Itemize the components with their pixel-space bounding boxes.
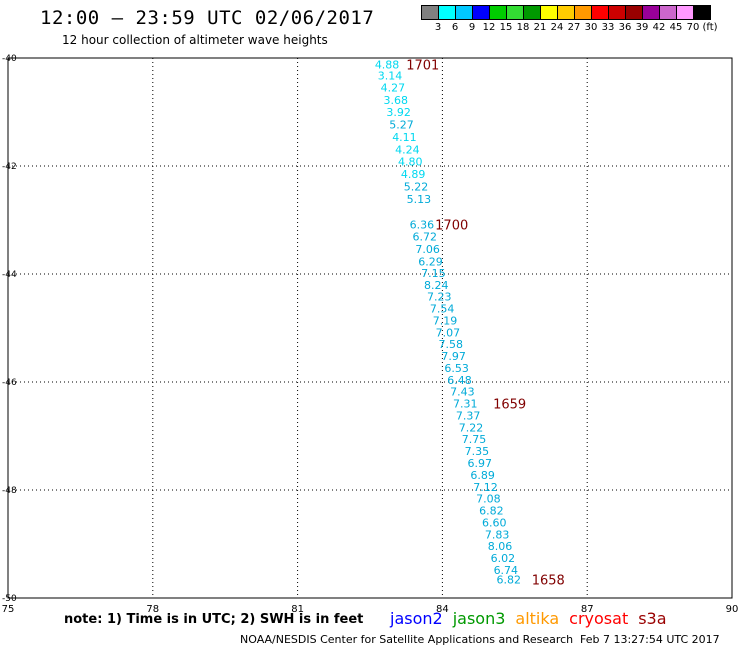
lon-tick-label: 78 [146, 604, 159, 615]
wave-height-value: 4.80 [398, 156, 423, 169]
footer-credit: NOAA/NESDIS Center for Satellite Applica… [240, 633, 574, 646]
pass-time-labels: 1701 1700 1659 1658 [406, 58, 565, 588]
lat-tick-label: -46 [2, 378, 17, 388]
color-scale-swatches [421, 5, 711, 20]
lon-tick-label: 81 [291, 604, 304, 615]
wave-height-value: 7.06 [415, 243, 440, 256]
lat-tick-label: -50 [2, 594, 17, 604]
wave-height-value: 7.07 [436, 326, 461, 339]
wave-height-value: 7.08 [476, 493, 501, 506]
color-scale-label: 39 [635, 22, 649, 33]
pass-time-label: 1659 [493, 398, 526, 413]
lat-tick-label: -44 [2, 270, 17, 280]
lat-tick-label: -48 [2, 486, 17, 496]
wave-height-value: 6.72 [412, 231, 437, 244]
satellite-name: jason2 [390, 609, 443, 628]
wave-height-value: 6.02 [491, 552, 515, 565]
wave-height-value: 7.22 [459, 421, 484, 434]
color-scale-label: 70 [686, 22, 700, 33]
wave-height-value: 7.83 [485, 528, 510, 541]
wave-height-value: 7.19 [433, 314, 458, 327]
wave-height-value: 7.23 [427, 291, 452, 304]
lon-tick-label: 90 [726, 604, 739, 615]
color-scale-label: (ft) [702, 22, 718, 33]
wave-height-value: 6.89 [470, 469, 495, 482]
wave-height-value: 7.58 [439, 338, 464, 351]
map-frame [7, 57, 733, 599]
wave-height-value: 3.68 [384, 94, 409, 107]
wave-height-value: 6.60 [482, 516, 507, 529]
wave-height-labels: 4.883.144.273.683.925.274.114.244.804.89… [375, 58, 521, 586]
wave-height-value: 8.24 [424, 279, 449, 292]
color-scale-label: 3 [434, 22, 442, 33]
color-scale-label: 18 [516, 22, 530, 33]
map-grid [8, 58, 732, 598]
wave-height-value: 7.37 [456, 409, 481, 422]
wave-height-value: 5.27 [389, 118, 414, 131]
wave-height-value: 7.31 [453, 398, 478, 411]
satellite-name: altika [515, 609, 560, 628]
page-subtitle: 12 hour collection of altimeter wave hei… [62, 33, 328, 47]
lon-tick-label: 84 [436, 604, 449, 615]
wave-height-value: 3.14 [378, 69, 403, 82]
wave-height-value: 6.97 [467, 457, 492, 470]
wave-height-value: 6.82 [479, 505, 504, 518]
wave-height-value: 7.15 [421, 267, 446, 280]
color-scale-label: 21 [533, 22, 547, 33]
color-scale-labels: 3 6 9 12 15 18 21 24 27 30 33 36 39 42 45 70 (ft) [421, 20, 718, 34]
wave-height-value: 6.48 [447, 374, 472, 387]
wave-height-value: 6.82 [496, 574, 521, 587]
satellite-name: jason3 [452, 609, 506, 628]
color-scale-label: 45 [669, 22, 683, 33]
wave-height-value: 5.13 [407, 193, 432, 206]
wave-height-value: 7.75 [462, 433, 487, 446]
map-tick-labels: 75 78 81 84 87 90 -40 -42 -44 -46 -48 -50 [2, 54, 739, 615]
wave-height-value: 7.43 [450, 386, 475, 399]
color-scale-label: 24 [550, 22, 564, 33]
color-scale-legend: 3 6 9 12 15 18 21 24 27 30 33 36 39 42 45 70 (ft) [421, 5, 718, 34]
wave-height-value: 4.88 [375, 58, 400, 71]
pass-time-label: 1700 [435, 218, 468, 233]
lon-tick-label: 75 [2, 604, 15, 615]
pass-time-label: 1658 [532, 574, 565, 589]
satellite-name: cryosat [569, 609, 629, 628]
color-scale-label: 33 [601, 22, 615, 33]
footer-note: note: 1) Time is in UTC; 2) SWH is in fe… [64, 612, 364, 627]
pass-time-label: 1701 [406, 58, 439, 73]
satellite-name: s3a [638, 609, 667, 628]
color-scale-label: 36 [618, 22, 632, 33]
wave-height-value: 7.35 [465, 445, 490, 458]
lat-tick-label: -40 [2, 54, 17, 64]
color-swatch [693, 5, 711, 20]
lon-tick-label: 87 [581, 604, 594, 615]
satellite-legend: jason2 jason3 altika cryosat s3a [390, 609, 677, 628]
wave-height-value: 7.54 [430, 303, 455, 316]
wave-height-value: 6.53 [444, 362, 469, 375]
lat-tick-label: -42 [2, 162, 17, 172]
page-title: 12:00 – 23:59 UTC 02/06/2017 [40, 7, 375, 29]
footer-timestamp: Feb 7 13:27:54 UTC 2017 [580, 633, 720, 646]
wave-height-value: 7.97 [441, 350, 466, 363]
color-scale-label: 15 [499, 22, 513, 33]
wave-height-value: 4.89 [401, 168, 426, 181]
wave-height-value: 6.29 [418, 256, 443, 269]
color-scale-label: 6 [451, 22, 459, 33]
color-scale-label: 30 [584, 22, 598, 33]
color-scale-label: 9 [468, 22, 476, 33]
wave-height-value: 4.27 [381, 82, 406, 95]
wave-height-value: 4.11 [392, 131, 417, 144]
color-scale-label: 42 [652, 22, 666, 33]
wave-height-value: 7.12 [473, 481, 498, 494]
wave-height-value: 5.22 [404, 181, 429, 194]
wave-height-value: 6.74 [494, 564, 518, 577]
wave-height-value: 3.92 [386, 106, 411, 119]
wave-height-value: 8.06 [488, 540, 512, 553]
color-scale-label: 27 [567, 22, 581, 33]
wave-height-value: 4.24 [395, 143, 420, 156]
wave-height-value: 6.36 [410, 218, 435, 231]
color-scale-label: 12 [482, 22, 496, 33]
